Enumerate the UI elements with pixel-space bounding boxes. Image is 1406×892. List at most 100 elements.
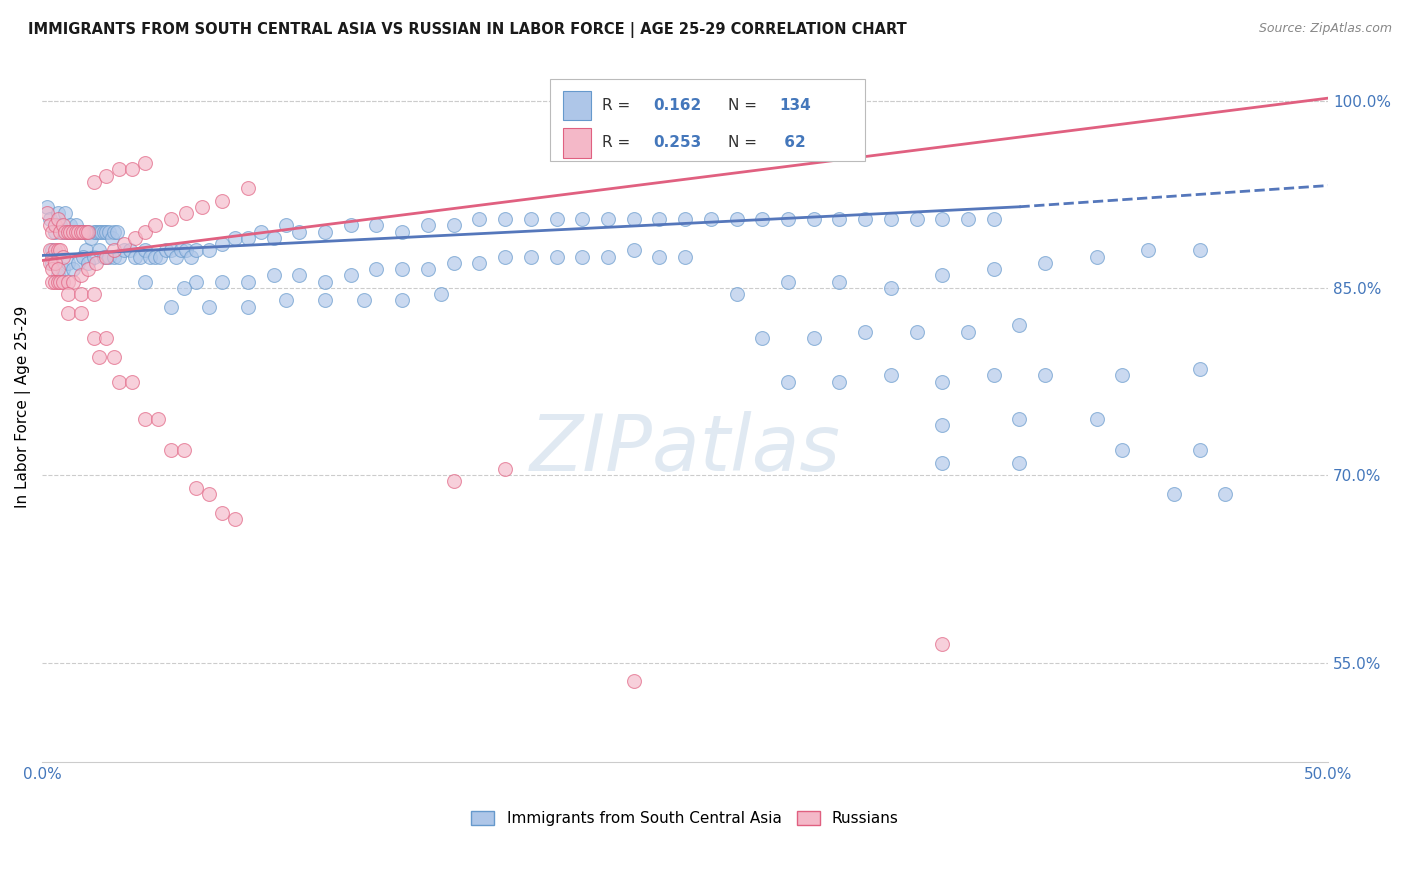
Point bbox=[98, 250, 121, 264]
Point bbox=[46, 275, 69, 289]
Point bbox=[186, 244, 208, 258]
Legend: Immigrants from South Central Asia, Russians: Immigrants from South Central Asia, Russ… bbox=[471, 811, 898, 826]
Point bbox=[211, 194, 233, 208]
Point bbox=[62, 275, 84, 289]
Point bbox=[596, 212, 619, 227]
Text: 134: 134 bbox=[779, 98, 811, 113]
Point bbox=[174, 244, 197, 258]
Point bbox=[103, 250, 125, 264]
Point bbox=[108, 375, 131, 389]
Point bbox=[236, 181, 259, 195]
Point bbox=[65, 225, 87, 239]
Point bbox=[983, 368, 1005, 383]
Point bbox=[52, 262, 75, 277]
Point bbox=[53, 225, 76, 239]
Point bbox=[41, 262, 63, 277]
Point bbox=[44, 275, 66, 289]
Point bbox=[931, 375, 953, 389]
Point bbox=[391, 293, 413, 308]
Point bbox=[98, 225, 121, 239]
Point bbox=[77, 256, 100, 270]
Point bbox=[77, 225, 100, 239]
Point bbox=[494, 250, 516, 264]
Point bbox=[339, 219, 361, 233]
Point bbox=[52, 250, 75, 264]
Point bbox=[139, 250, 162, 264]
Point bbox=[121, 375, 143, 389]
Point bbox=[83, 287, 105, 301]
Point bbox=[100, 231, 122, 245]
Point bbox=[571, 212, 593, 227]
Point bbox=[173, 281, 195, 295]
Point bbox=[87, 244, 110, 258]
Point bbox=[288, 225, 311, 239]
Point bbox=[1163, 487, 1185, 501]
Point bbox=[121, 162, 143, 177]
Point bbox=[648, 250, 671, 264]
Point bbox=[134, 412, 156, 426]
Point bbox=[37, 206, 59, 220]
Text: R =: R = bbox=[602, 136, 634, 151]
Point bbox=[211, 506, 233, 520]
Point bbox=[853, 212, 876, 227]
Point bbox=[520, 250, 543, 264]
Point bbox=[1008, 456, 1031, 470]
FancyBboxPatch shape bbox=[562, 128, 592, 158]
Point bbox=[52, 219, 75, 233]
Point bbox=[957, 212, 980, 227]
Point bbox=[211, 237, 233, 252]
Point bbox=[44, 219, 66, 233]
Point bbox=[623, 674, 645, 689]
Text: IMMIGRANTS FROM SOUTH CENTRAL ASIA VS RUSSIAN IN LABOR FORCE | AGE 25-29 CORRELA: IMMIGRANTS FROM SOUTH CENTRAL ASIA VS RU… bbox=[28, 22, 907, 38]
Point bbox=[314, 293, 336, 308]
Point bbox=[108, 162, 131, 177]
Point bbox=[494, 462, 516, 476]
Point bbox=[44, 244, 66, 258]
Point bbox=[983, 212, 1005, 227]
Point bbox=[46, 212, 69, 227]
Point bbox=[90, 225, 112, 239]
Point bbox=[67, 225, 90, 239]
Point bbox=[112, 237, 135, 252]
Point bbox=[236, 275, 259, 289]
Point bbox=[62, 225, 84, 239]
Point bbox=[957, 325, 980, 339]
Point bbox=[62, 262, 84, 277]
Point bbox=[56, 287, 79, 301]
Point bbox=[198, 244, 221, 258]
Text: N =: N = bbox=[727, 98, 762, 113]
Point bbox=[186, 481, 208, 495]
Point bbox=[520, 212, 543, 227]
Point bbox=[1033, 368, 1056, 383]
Point bbox=[134, 275, 156, 289]
Point bbox=[391, 262, 413, 277]
Point bbox=[391, 225, 413, 239]
Text: N =: N = bbox=[727, 136, 762, 151]
Point bbox=[46, 268, 69, 283]
Point bbox=[62, 225, 84, 239]
Point bbox=[776, 275, 799, 289]
Point bbox=[443, 475, 465, 489]
Point bbox=[165, 250, 187, 264]
Point bbox=[1085, 250, 1108, 264]
Point bbox=[105, 225, 128, 239]
Point bbox=[41, 275, 63, 289]
Point bbox=[67, 256, 90, 270]
Point bbox=[751, 331, 773, 345]
Text: 62: 62 bbox=[779, 136, 806, 151]
Point bbox=[263, 268, 285, 283]
Point bbox=[443, 256, 465, 270]
Text: Source: ZipAtlas.com: Source: ZipAtlas.com bbox=[1258, 22, 1392, 36]
Point bbox=[429, 287, 451, 301]
Point bbox=[69, 287, 91, 301]
Point bbox=[931, 637, 953, 651]
Point bbox=[416, 262, 439, 277]
Point bbox=[803, 212, 825, 227]
Point bbox=[118, 244, 141, 258]
Point bbox=[87, 350, 110, 364]
Point bbox=[468, 212, 491, 227]
Point bbox=[65, 219, 87, 233]
Point bbox=[263, 231, 285, 245]
Point bbox=[149, 250, 172, 264]
Point bbox=[1213, 487, 1236, 501]
